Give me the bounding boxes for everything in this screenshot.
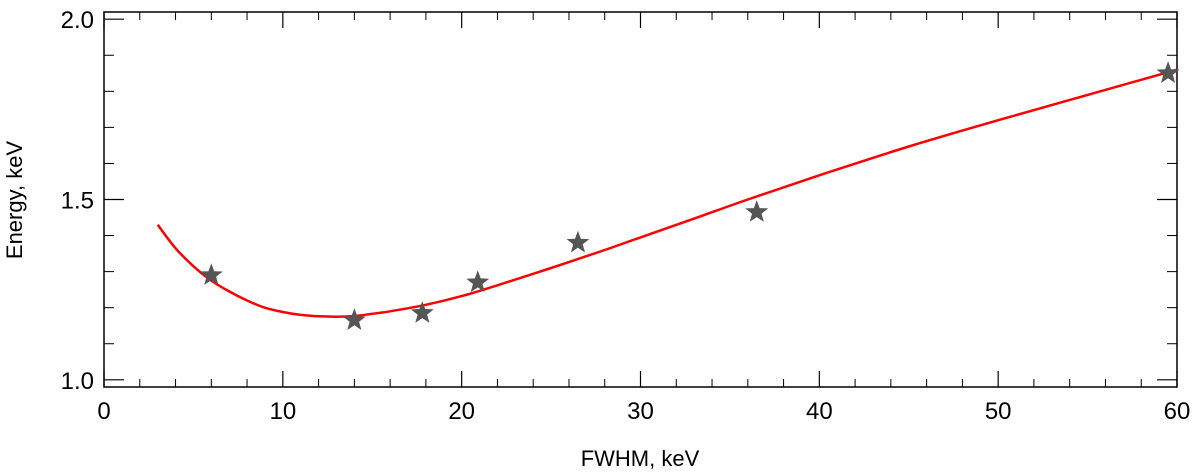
data-point-star bbox=[343, 308, 366, 330]
data-point-star bbox=[1156, 61, 1180, 83]
axis-ticks bbox=[103, 12, 1178, 387]
fit-curve bbox=[156, 68, 1178, 318]
y-tick-label: 1.5 bbox=[61, 188, 94, 215]
x-tick-label: 60 bbox=[1164, 398, 1191, 425]
data-point-star bbox=[466, 270, 490, 293]
data-point-star bbox=[745, 200, 769, 222]
data-point-star bbox=[199, 263, 223, 285]
y-tick-label: 2.0 bbox=[61, 7, 94, 34]
data-points bbox=[199, 61, 1180, 330]
data-point-star bbox=[566, 230, 590, 253]
x-tick-label: 30 bbox=[627, 398, 654, 425]
y-axis-label: Energy, keV bbox=[2, 141, 27, 260]
x-tick-label: 50 bbox=[985, 398, 1012, 425]
x-axis-label: FWHM, keV bbox=[581, 446, 700, 471]
x-tick-label: 20 bbox=[448, 398, 475, 425]
x-tick-label: 0 bbox=[97, 398, 110, 425]
x-tick-label: 10 bbox=[269, 398, 296, 425]
y-tick-label: 1.0 bbox=[61, 368, 94, 395]
tick-labels: 0 10 20 30 40 50 60 1.0 1.5 2.0 bbox=[61, 7, 1191, 425]
plot-frame bbox=[103, 11, 1178, 388]
x-tick-label: 40 bbox=[806, 398, 833, 425]
data-point-star bbox=[410, 301, 434, 323]
